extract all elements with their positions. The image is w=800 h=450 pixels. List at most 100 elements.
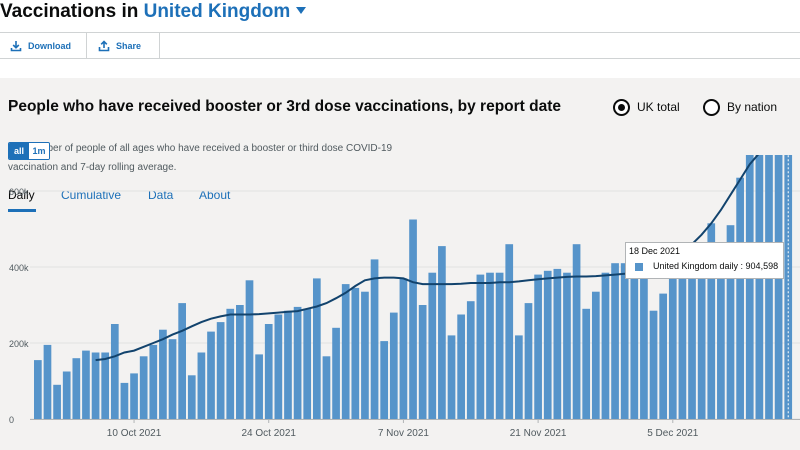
- download-icon: [10, 41, 22, 52]
- bar: [139, 356, 148, 419]
- share-icon: [98, 40, 110, 52]
- bar: [543, 270, 552, 419]
- bar: [620, 263, 629, 419]
- bar: [591, 291, 600, 419]
- bar: [389, 312, 398, 419]
- bar: [82, 350, 90, 419]
- bar: [736, 177, 744, 419]
- bar: [207, 331, 215, 419]
- x-tick-label: 5 Dec 2021: [647, 428, 699, 439]
- bar: [43, 344, 52, 419]
- bar: [668, 274, 677, 419]
- radio-by-nation[interactable]: By nation: [703, 97, 777, 117]
- bar: [717, 267, 725, 419]
- bar: [515, 335, 523, 419]
- bar: [697, 255, 706, 419]
- y-tick-label: 200k: [9, 339, 29, 349]
- bar: [495, 272, 504, 419]
- bar: [120, 382, 129, 419]
- bar: [226, 308, 235, 419]
- bar: [784, 155, 793, 420]
- tab-daily[interactable]: Daily: [8, 188, 35, 202]
- tooltip-swatch: [635, 263, 643, 271]
- download-label: Download: [28, 41, 71, 51]
- actions-bar: Download Share: [0, 32, 800, 59]
- bar: [447, 335, 456, 419]
- bar: [187, 375, 196, 419]
- page-header: Vaccinations in United Kingdom: [0, 0, 800, 32]
- x-tick-label: 7 Nov 2021: [378, 428, 430, 439]
- bar: [582, 308, 591, 419]
- bar: [370, 259, 379, 419]
- bar: [274, 314, 283, 419]
- bar: [649, 310, 658, 419]
- bar: [351, 287, 360, 419]
- card-description: The number of people of all ages who hav…: [8, 143, 393, 173]
- share-button[interactable]: Share: [88, 33, 160, 59]
- bar: [236, 305, 244, 419]
- bar: [72, 358, 81, 419]
- bar: [572, 244, 581, 419]
- bar: [476, 274, 485, 419]
- page-title: Vaccinations in United Kingdom: [0, 1, 307, 23]
- radio-unselected-icon[interactable]: [703, 98, 720, 116]
- bar: [399, 278, 408, 419]
- bar: [62, 371, 71, 419]
- share-label: Share: [116, 41, 142, 51]
- radio-uk-total[interactable]: UK total: [613, 97, 680, 117]
- x-tick-label: 24 Oct 2021: [241, 428, 296, 439]
- range-1m-button[interactable]: 1m: [29, 143, 49, 159]
- bar: [264, 324, 273, 419]
- x-tick-label: 10 Oct 2021: [107, 428, 162, 439]
- bar: [380, 341, 389, 419]
- radio-by-nation-label: By nation: [727, 100, 778, 114]
- bar: [765, 155, 773, 420]
- bar: [322, 356, 331, 419]
- bar: [428, 272, 437, 419]
- bar: [630, 261, 639, 419]
- bar: [457, 314, 465, 419]
- bar: [611, 263, 619, 419]
- bar: [216, 322, 225, 419]
- bar: [149, 344, 158, 419]
- page-title-prefix: Vaccinations in: [0, 1, 139, 22]
- bar: [409, 219, 417, 419]
- bar: [524, 303, 533, 419]
- radio-selected-icon[interactable]: [613, 98, 630, 116]
- bar: [678, 259, 687, 419]
- bar: [53, 384, 61, 419]
- bar: [245, 280, 254, 419]
- bar: [293, 306, 302, 419]
- range-all-button[interactable]: all: [9, 143, 29, 159]
- active-tab-indicator: [8, 209, 36, 212]
- bar: [640, 244, 648, 419]
- bar: [438, 246, 446, 419]
- y-tick-label: 600k: [9, 187, 29, 197]
- bar: [341, 284, 350, 419]
- bar: [303, 308, 312, 419]
- location-selector[interactable]: United Kingdom: [143, 1, 291, 22]
- bar: [361, 291, 369, 419]
- bar: [168, 339, 177, 419]
- bar: [255, 354, 263, 419]
- bar: [91, 352, 100, 419]
- bar: [755, 155, 764, 420]
- bar: [534, 274, 542, 419]
- bar: [707, 223, 716, 419]
- bar: [101, 352, 110, 419]
- chart-tooltip: 18 Dec 2021 United Kingdom daily : 904,5…: [625, 242, 784, 279]
- bar: [601, 272, 610, 419]
- bar: [332, 327, 340, 419]
- bar: [130, 373, 138, 419]
- tooltip-value: United Kingdom daily : 904,598: [653, 261, 779, 271]
- download-button[interactable]: Download: [0, 33, 87, 59]
- bar: [178, 303, 186, 419]
- bar: [486, 272, 494, 419]
- chevron-down-icon[interactable]: [296, 7, 307, 14]
- y-tick-label: 0: [9, 415, 14, 425]
- bar: [745, 155, 754, 419]
- bar: [418, 305, 427, 419]
- bar: [659, 293, 668, 419]
- bar: [505, 244, 514, 419]
